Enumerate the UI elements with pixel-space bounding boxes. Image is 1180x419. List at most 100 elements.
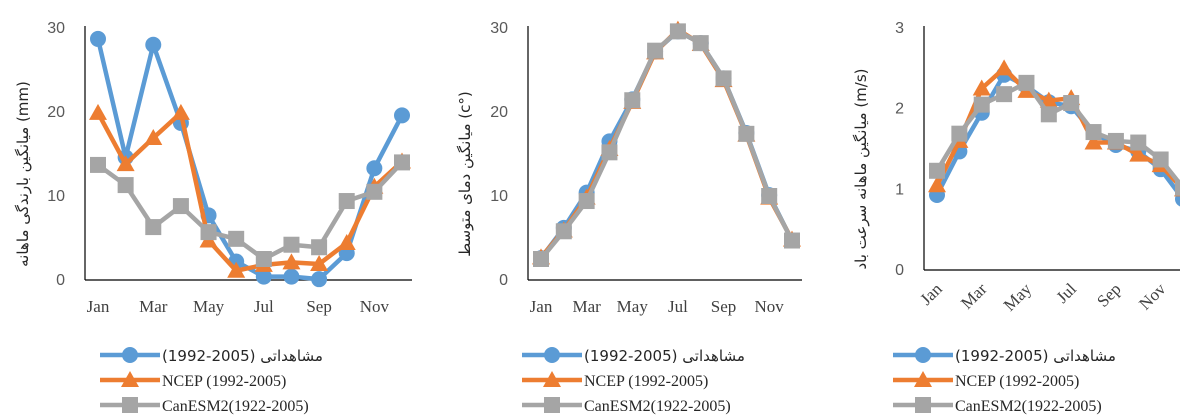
- data-point-triangle: [995, 59, 1014, 76]
- data-point-square: [200, 224, 217, 241]
- x-tick-label: Sep: [711, 297, 737, 316]
- legend-label: NCEP (1992-2005): [955, 373, 1079, 390]
- y-tick-label: 30: [47, 20, 65, 37]
- y-tick-label: 0: [56, 272, 65, 289]
- legend: مشاهداتی (2005-1992) NCEP (1992-2005) CanE…: [893, 347, 1116, 415]
- data-point-square: [117, 177, 134, 194]
- data-point-square: [692, 35, 709, 52]
- data-point-triangle: [337, 234, 356, 251]
- chart-3: 0 1 2 3 Jan Mar May Jul Sep Nov میانگین ماهانه سرع…: [852, 20, 1180, 415]
- data-point-square: [973, 96, 990, 113]
- legend-marker-triangle: [543, 371, 561, 387]
- data-point-triangle: [310, 255, 329, 272]
- data-point-triangle: [928, 176, 946, 193]
- data-point-square: [1130, 134, 1147, 151]
- data-point-square: [929, 162, 945, 179]
- data-point-circle: [311, 271, 328, 288]
- series-line-1: [539, 29, 795, 260]
- data-point-square: [647, 42, 664, 59]
- data-point-triangle: [972, 79, 991, 96]
- legend-label: CanESM2(1922-2005): [584, 398, 731, 415]
- data-point-square: [715, 70, 732, 87]
- legend-marker-circle: [544, 347, 560, 363]
- x-tick-label: Sep: [1093, 279, 1124, 310]
- legend-marker-triangle: [121, 371, 139, 387]
- data-point-square: [578, 193, 595, 210]
- legend-marker-square: [915, 397, 931, 413]
- legend-label: CanESM2(1922-2005): [955, 398, 1102, 415]
- x-tick-label: Jan: [916, 279, 946, 309]
- x-tick-label: Mar: [957, 279, 991, 313]
- data-point-square: [1085, 124, 1102, 141]
- x-tick-label: Jan: [530, 297, 553, 316]
- legend-label: مشاهداتی (2005-1992): [584, 347, 745, 365]
- x-tick-label: Nov: [1135, 279, 1169, 313]
- data-point-square: [1175, 179, 1180, 196]
- legend: مشاهداتی (2005-1992) NCEP (1992-2005) CanE…: [100, 347, 323, 415]
- data-point-triangle: [1039, 91, 1058, 108]
- legend-marker-square: [544, 397, 560, 413]
- x-tick-label: Jan: [87, 297, 110, 316]
- data-point-square: [1152, 151, 1169, 168]
- y-axis-title: میانگین دمای متوسط (c°): [456, 91, 474, 256]
- y-tick-label: 2: [895, 101, 904, 118]
- y-tick-label: 10: [490, 188, 508, 205]
- x-tick-label: Jul: [254, 297, 274, 316]
- data-point-triangle: [144, 129, 163, 146]
- y-tick-label: 1: [895, 181, 904, 198]
- data-point-square: [1040, 106, 1057, 123]
- legend-marker-square: [122, 397, 138, 413]
- data-point-square: [533, 251, 549, 267]
- legend: مشاهداتی (2005-1992) NCEP (1992-2005) CanE…: [522, 347, 745, 415]
- data-point-square: [555, 223, 572, 240]
- y-tick-label: 20: [490, 104, 508, 121]
- data-point-circle: [145, 36, 162, 53]
- data-point-square: [255, 251, 272, 267]
- x-tick-label: Sep: [306, 297, 332, 316]
- x-tick-label: Mar: [572, 297, 601, 316]
- data-point-square: [172, 198, 189, 215]
- data-point-square: [996, 86, 1013, 103]
- data-point-square: [311, 239, 328, 256]
- data-point-square: [738, 125, 755, 142]
- series-line-3: [539, 29, 795, 261]
- data-point-triangle: [227, 261, 246, 278]
- y-tick-label: 3: [895, 20, 904, 37]
- x-tick-label: Nov: [755, 297, 785, 316]
- y-axis-title: میانگین ماهانه سرعت باد (m/s): [852, 68, 870, 269]
- data-point-triangle: [89, 103, 107, 120]
- data-point-square: [669, 23, 686, 40]
- data-point-triangle: [116, 155, 135, 172]
- data-point-square: [338, 193, 355, 210]
- data-point-circle: [366, 160, 383, 177]
- data-point-triangle: [1129, 145, 1148, 162]
- x-tick-label: Jul: [1053, 279, 1081, 307]
- y-tick-label: 0: [499, 272, 508, 289]
- chart-2: 0 10 20 30 Jan Mar May Jul Sep Nov میانگین دمای مت…: [456, 20, 802, 415]
- series-line-1: [95, 38, 404, 282]
- y-axis-title: میانگین بارندگی ماهانه (mm): [14, 81, 32, 267]
- data-point-square: [283, 236, 300, 253]
- data-point-circle: [255, 268, 272, 285]
- data-point-square: [761, 188, 778, 204]
- x-tick-label: May: [1000, 279, 1036, 315]
- data-point-square: [1063, 95, 1080, 112]
- y-tick-label: 20: [47, 104, 65, 121]
- series-line-3: [96, 160, 404, 262]
- data-point-square: [394, 154, 410, 171]
- data-point-square: [951, 125, 968, 142]
- legend-label: NCEP (1992-2005): [162, 373, 286, 390]
- data-point-circle: [283, 268, 300, 285]
- legend-label: مشاهداتی (2005-1992): [162, 347, 323, 365]
- legend-label: CanESM2(1922-2005): [162, 398, 309, 415]
- data-point-circle: [90, 30, 106, 47]
- data-point-square: [601, 144, 618, 161]
- x-tick-label: May: [617, 297, 649, 316]
- data-point-triangle: [282, 253, 301, 270]
- series-line-2: [539, 27, 794, 259]
- data-point-triangle: [1084, 133, 1103, 150]
- legend-marker-circle: [122, 347, 138, 363]
- legend-label: NCEP (1992-2005): [584, 373, 708, 390]
- data-point-square: [228, 230, 245, 247]
- data-point-square: [145, 219, 162, 236]
